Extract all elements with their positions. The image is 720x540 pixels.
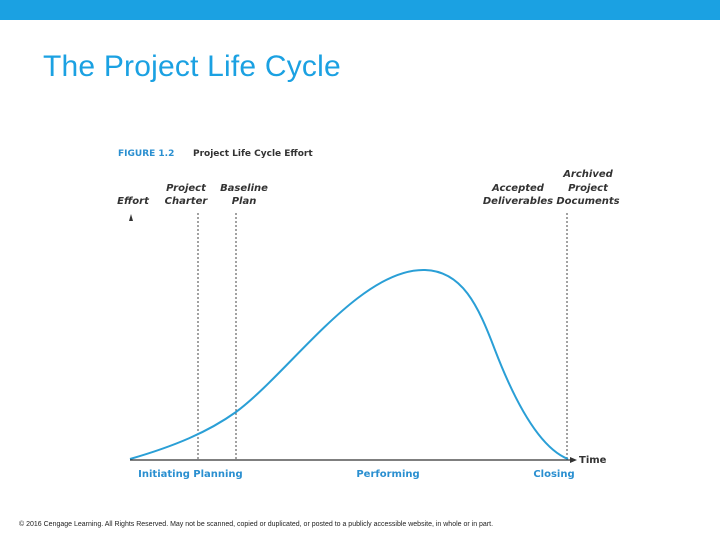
x-axis-label: Time — [579, 455, 607, 466]
milestone-archived-documents-line1: Archived — [562, 169, 613, 180]
milestone-accepted-deliverables-line1: Accepted — [491, 183, 545, 194]
milestone-accepted-deliverables-line2: Deliverables — [483, 196, 553, 207]
milestone-baseline-plan-line2: Plan — [232, 196, 257, 207]
phase-performing: Performing — [356, 469, 419, 480]
effort-curve — [129, 268, 569, 460]
time-axis-arrow-icon — [570, 457, 577, 463]
phase-closing: Closing — [533, 469, 574, 480]
top-accent-bar — [0, 0, 720, 20]
milestone-baseline-plan-line1: Baseline — [220, 183, 268, 194]
slide-title: The Project Life Cycle — [43, 50, 341, 83]
figure-number: FIGURE 1.2 — [118, 149, 174, 159]
milestone-project-charter-line2: Charter — [165, 196, 209, 207]
milestone-archived-documents-line3: Documents — [556, 196, 619, 207]
phase-initiating: Initiating — [138, 469, 190, 480]
milestone-archived-documents-line2: Project — [568, 183, 609, 194]
copyright-footer: © 2016 Cengage Learning. All Rights Rese… — [19, 521, 494, 528]
milestone-project-charter-line1: Project — [166, 183, 207, 194]
phase-planning: Planning — [193, 469, 242, 480]
y-axis-label: Effort — [117, 196, 150, 207]
y-axis-arrow-icon — [129, 214, 133, 221]
figure-caption: Project Life Cycle Effort — [193, 149, 313, 159]
